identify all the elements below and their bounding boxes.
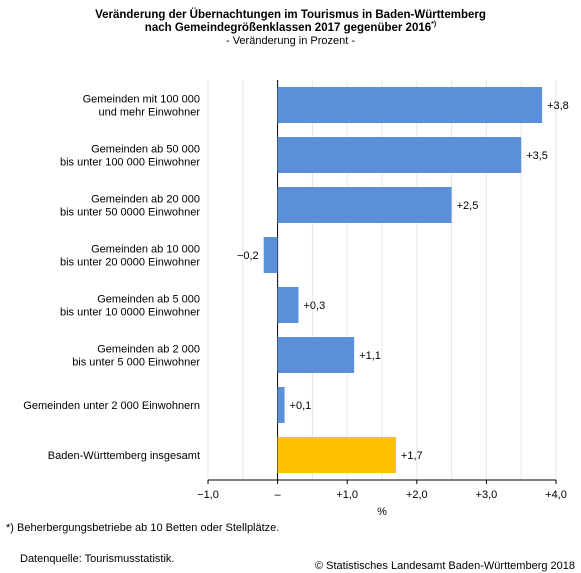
value-label-5: +1,1 bbox=[359, 350, 381, 362]
category-label-line: bis unter 10 0000 Einwohner bbox=[60, 307, 200, 319]
category-label-line: Gemeinden mit 100 000 bbox=[83, 94, 200, 106]
category-label-line: bis unter 20 0000 Einwohner bbox=[60, 257, 200, 269]
category-label-4: Gemeinden ab 5 000 bis unter 10 0000 Einw… bbox=[60, 294, 200, 319]
bar-group bbox=[263, 87, 543, 473]
chart-title-line2-text: nach Gemeindegrößenklassen 2017 gegenübe… bbox=[144, 22, 432, 34]
category-label-1: Gemeinden ab 50 000 bis unter 100 000 Ein… bbox=[60, 144, 200, 169]
category-label-5: Gemeinden ab 2 000 bis unter 5 000 Einwoh… bbox=[72, 344, 200, 369]
value-label-1: +3,5 bbox=[526, 150, 548, 162]
category-label-line: Gemeinden ab 5 000 bbox=[97, 294, 200, 306]
x-axis: −1,0 – +1,0 +2,0 +3,0 +4,0% bbox=[197, 479, 567, 518]
value-label-3: −0,2 bbox=[237, 250, 259, 262]
x-tick-label-2: +1,0 bbox=[336, 489, 358, 501]
category-label-line: bis unter 50 0000 Einwohner bbox=[60, 207, 200, 219]
category-label-2: Gemeinden ab 20 000 bis unter 50 0000 Ein… bbox=[60, 194, 200, 219]
bar-1 bbox=[277, 137, 522, 173]
category-label-line: bis unter 5 000 Einwohner bbox=[72, 357, 200, 369]
bar-chart: −1,0 – +1,0 +2,0 +3,0 +4,0% Gemeinden mit 100… bbox=[23, 80, 569, 518]
bar-2 bbox=[277, 187, 452, 223]
chart-title-block: Veränderung der Übernachtungen im Touris… bbox=[0, 9, 581, 48]
x-tick-label-1: – bbox=[275, 489, 282, 501]
bar-0 bbox=[277, 87, 543, 123]
chart-subtitle: - Veränderung in Prozent - bbox=[225, 35, 356, 47]
x-axis-label: % bbox=[377, 506, 387, 518]
value-label-4: +0,3 bbox=[303, 300, 325, 312]
footnote: *) Beherbergungsbetriebe ab 10 Betten od… bbox=[6, 522, 280, 534]
bar-7 bbox=[277, 437, 396, 473]
bar-4 bbox=[277, 287, 299, 323]
category-label-line: Gemeinden ab 50 000 bbox=[91, 144, 200, 156]
category-label-line: und mehr Einwohner bbox=[98, 107, 200, 119]
copyright: © Statistisches Landesamt Baden-Württemb… bbox=[314, 560, 575, 572]
category-label-6: Gemeinden unter 2 000 Einwohnern bbox=[23, 400, 200, 412]
bar-5 bbox=[277, 337, 355, 373]
value-labels: +3,8 +3,5 +2,5 −0,2 +0,3 +1,1 +0,1 +1,7 bbox=[237, 100, 569, 462]
category-label-3: Gemeinden ab 10 000 bis unter 20 0000 Ein… bbox=[60, 244, 200, 269]
category-label-line: Gemeinden ab 20 000 bbox=[91, 194, 200, 206]
value-label-2: +2,5 bbox=[457, 200, 479, 212]
category-label-0: Gemeinden mit 100 000 und mehr Einwohner bbox=[83, 94, 201, 119]
category-label-line: Gemeinden ab 2 000 bbox=[97, 344, 200, 356]
chart-title-line1: Veränderung der Übernachtungen im Touris… bbox=[95, 9, 486, 21]
title-footnote-marker: *) bbox=[431, 21, 437, 29]
x-tick-label-4: +3,0 bbox=[476, 489, 498, 501]
category-label-line: Gemeinden ab 10 000 bbox=[91, 244, 200, 256]
category-label-line: Baden-Württemberg insgesamt bbox=[48, 450, 200, 462]
x-tick-label-0: −1,0 bbox=[197, 489, 219, 501]
category-label-line: Gemeinden unter 2 000 Einwohnern bbox=[23, 400, 200, 412]
data-source: Datenquelle: Tourismusstatistik. bbox=[20, 553, 175, 565]
value-label-7: +1,7 bbox=[401, 450, 423, 462]
chart-title-line2: nach Gemeindegrößenklassen 2017 gegenübe… bbox=[0, 21, 581, 35]
category-labels: Gemeinden mit 100 000 und mehr EinwohnerG… bbox=[23, 94, 200, 463]
value-label-6: +0,1 bbox=[290, 400, 312, 412]
bar-3 bbox=[263, 237, 278, 273]
value-label-0: +3,8 bbox=[547, 100, 569, 112]
category-label-line: bis unter 100 000 Einwohner bbox=[60, 157, 200, 169]
x-tick-label-5: +4,0 bbox=[545, 489, 567, 501]
x-tick-label-3: +2,0 bbox=[406, 489, 428, 501]
bar-6 bbox=[277, 387, 285, 423]
category-label-7: Baden-Württemberg insgesamt bbox=[48, 450, 200, 462]
